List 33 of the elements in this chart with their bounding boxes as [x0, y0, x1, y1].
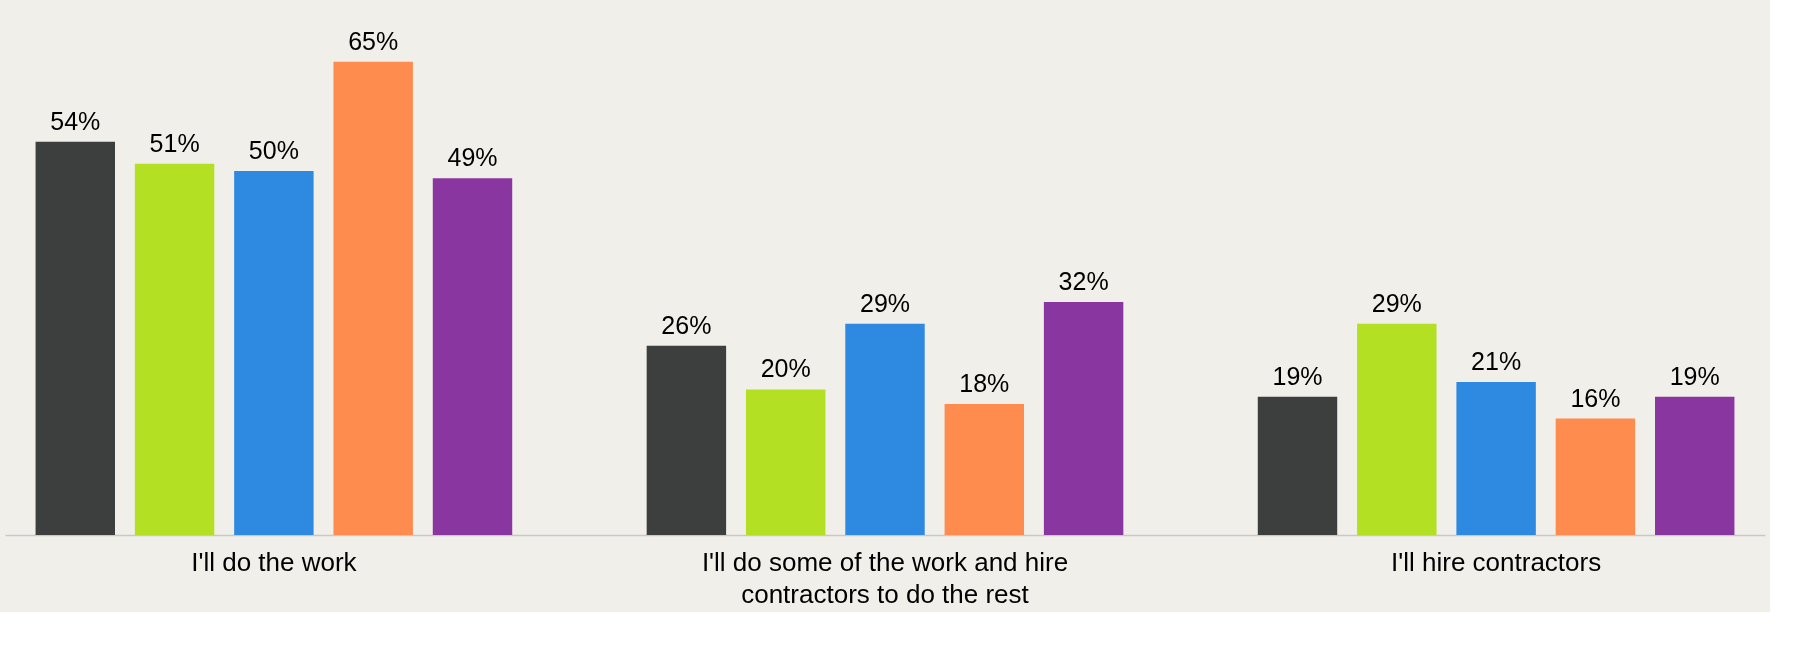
bar: [1655, 396, 1735, 535]
data-label: 20%: [760, 354, 811, 383]
bar: [1357, 323, 1437, 535]
data-label: 18%: [959, 368, 1010, 397]
x-tick-label: I'll hire contractors: [1391, 546, 1602, 577]
bar: [646, 345, 727, 535]
bar: [35, 141, 115, 535]
bar: [1257, 396, 1338, 535]
bar: [134, 163, 215, 535]
data-label: 29%: [1371, 288, 1422, 317]
bar: [944, 403, 1025, 535]
bar: [1456, 382, 1536, 535]
data-label: 29%: [859, 288, 911, 317]
data-label: 19%: [1272, 361, 1323, 390]
data-label: 50%: [248, 135, 299, 164]
bar: [333, 61, 413, 535]
data-label: 49%: [447, 143, 498, 172]
data-label: 19%: [1669, 361, 1720, 390]
bar: [845, 323, 925, 535]
data-label: 51%: [149, 128, 200, 157]
bar: [1043, 302, 1124, 535]
data-label: 54%: [50, 106, 101, 135]
data-label: 21%: [1471, 347, 1522, 376]
x-tick-label: I'll do some of the work and hire contractors to do the rest: [701, 546, 1069, 609]
data-label: 16%: [1570, 383, 1621, 412]
data-label: 32%: [1058, 267, 1109, 296]
bar: [234, 170, 314, 535]
data-label: 26%: [661, 310, 712, 339]
bar: [1555, 418, 1636, 535]
data-label: 65%: [348, 26, 399, 55]
x-tick-label: I'll do the work: [191, 546, 358, 577]
bar: [432, 178, 513, 535]
bar: [745, 389, 826, 535]
